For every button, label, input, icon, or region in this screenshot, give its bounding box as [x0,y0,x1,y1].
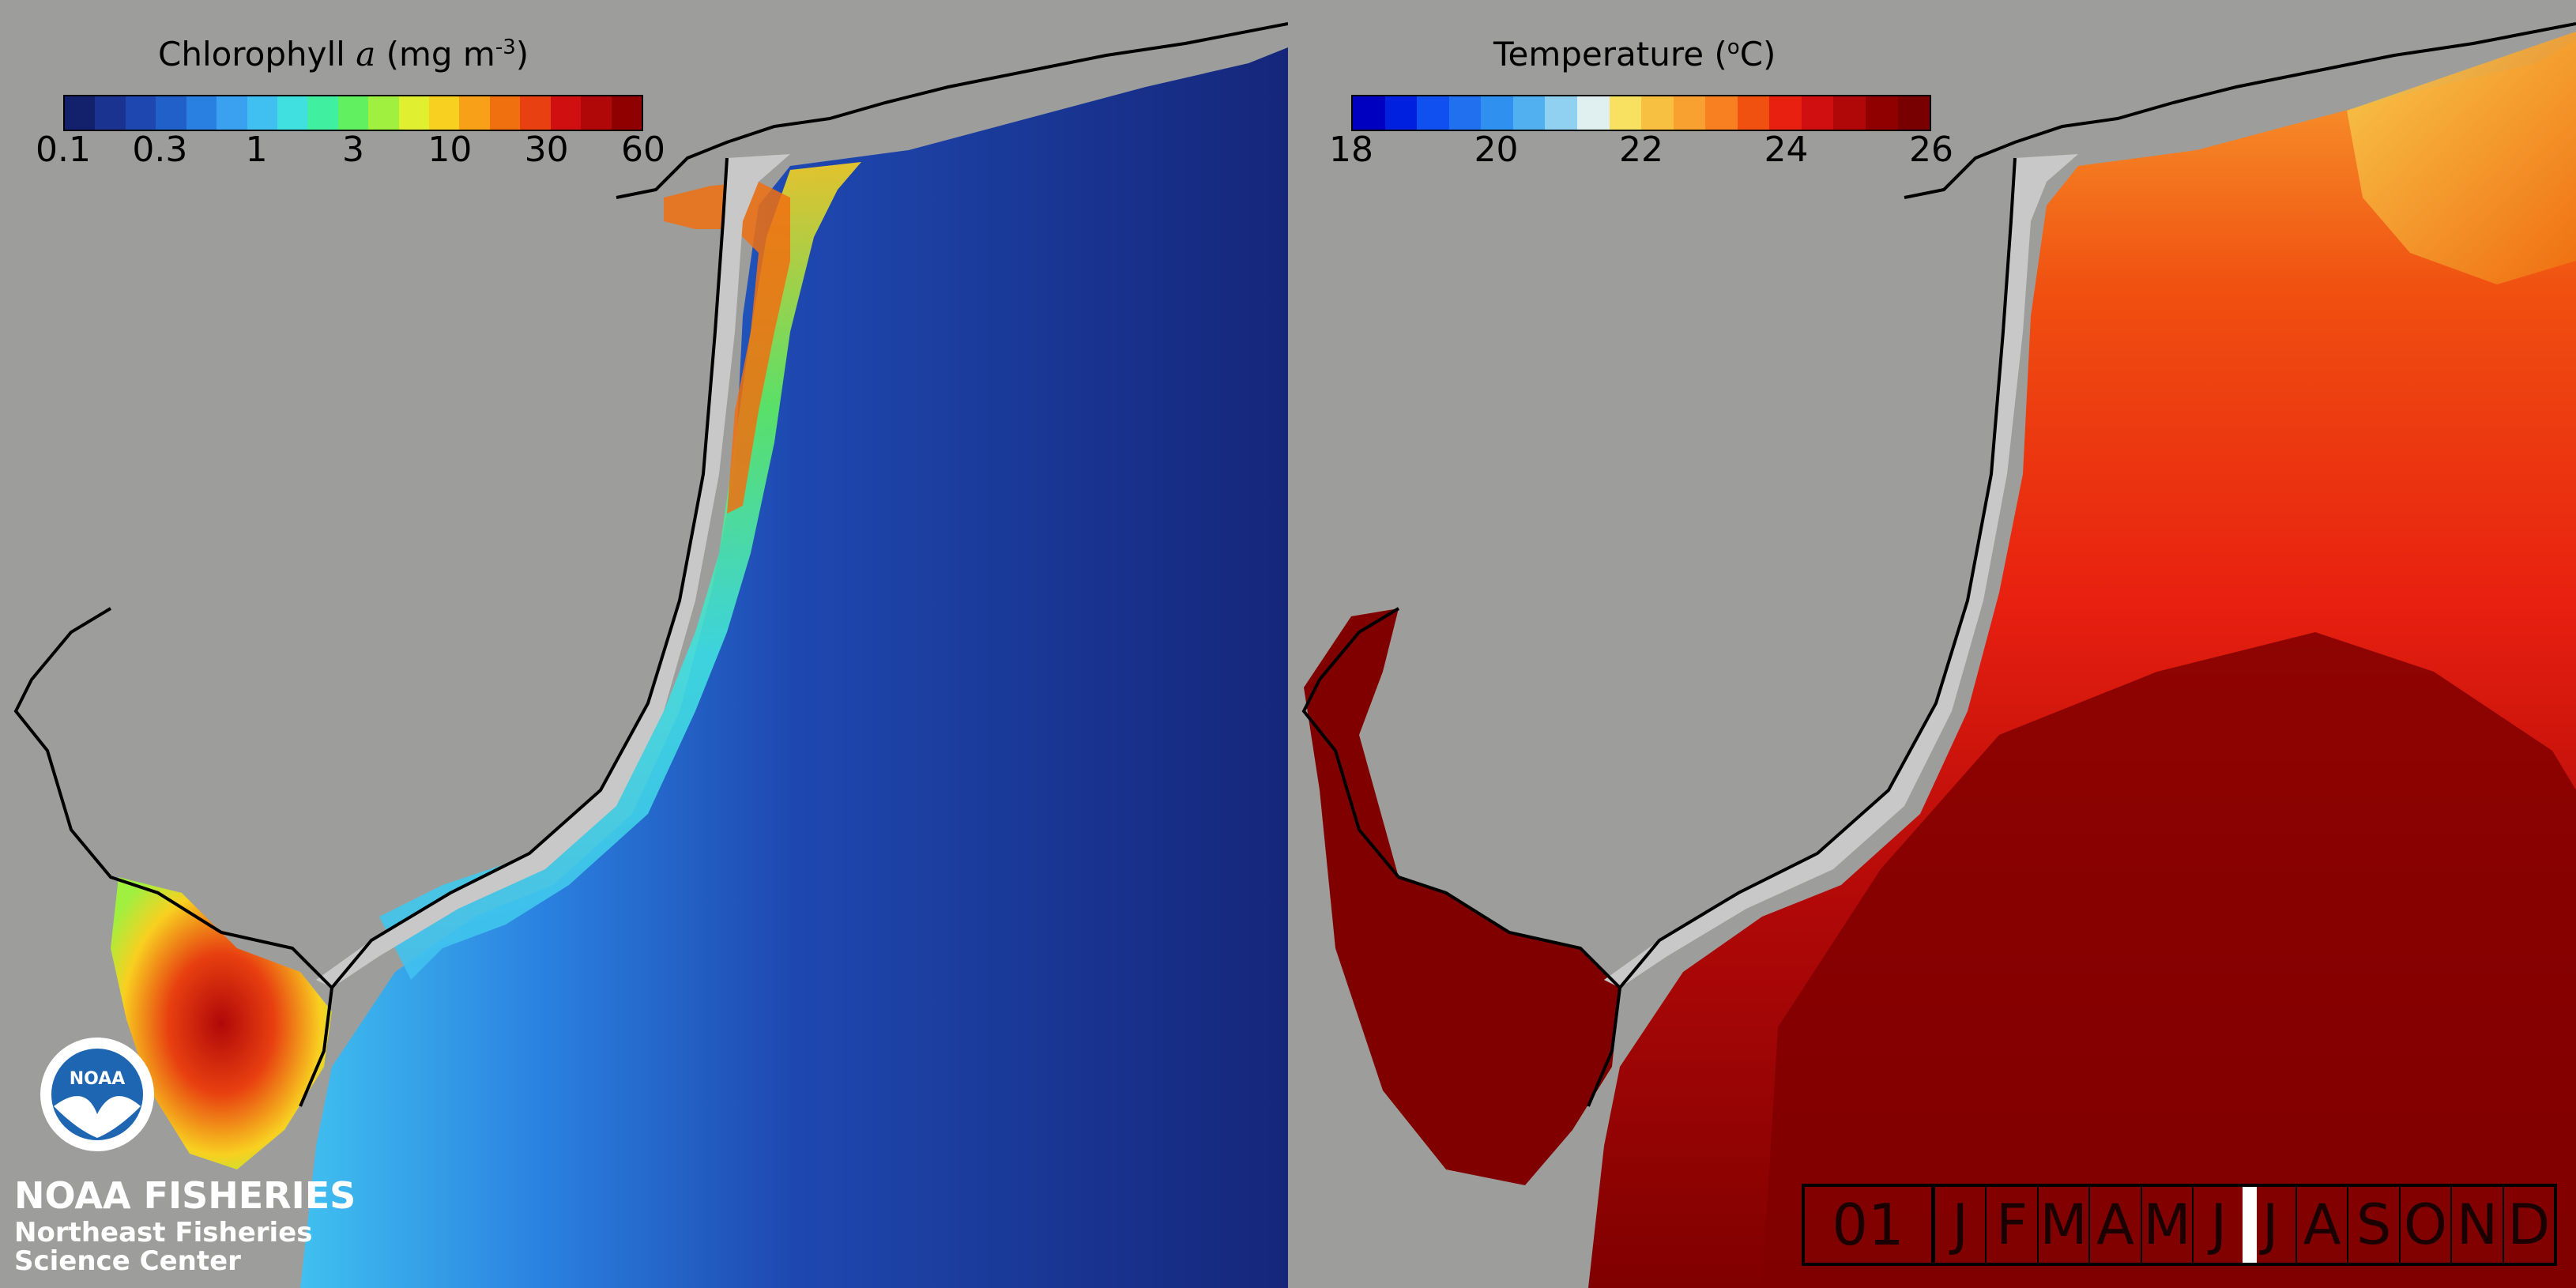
timeline-month: J [1934,1187,1985,1263]
timeline-day-label: 01 [1805,1187,1934,1263]
colorbar-swatch [1641,96,1674,130]
timeline-month: O [2398,1187,2450,1263]
timeline-month: J [2192,1187,2243,1263]
timeline-month: A [2295,1187,2347,1263]
shelf-band [1604,154,2078,988]
timeline-month: D [2502,1187,2554,1263]
colorbar-swatch [1897,96,1930,130]
temp-title-prefix: Temperature ( [1493,35,1727,73]
colorbar-swatch [1609,96,1642,130]
colorbar-swatch [1481,96,1513,130]
noaa-logo-text: NOAA [70,1069,126,1089]
colorbar-swatch [1673,96,1706,130]
coastal-bloom [379,162,861,980]
timeline-month: A [2088,1187,2140,1263]
colorbar-swatch [368,96,399,130]
colorbar-swatch [95,96,126,130]
chl-title-unit: (mg m [375,35,495,73]
colorbar-swatch [1448,96,1482,130]
temperature-map [1288,0,2576,1288]
colorbar-swatch [1512,96,1546,130]
colorbar-tick-label: 30 [524,130,569,170]
ocean-chlorophyll [300,47,1288,1288]
temperature-colorbar-title: Temperature (oC) [1493,35,1776,73]
colorbar-tick-label: 22 [1619,130,1663,170]
chlorophyll-colorbar-title: Chlorophyll a (mg m-3) [158,35,529,73]
colorbar-swatch [1737,96,1770,130]
colorbar-swatch [1576,96,1610,130]
colorbar-tick-label: 18 [1329,130,1373,170]
chlorophyll-colorbar [63,95,643,131]
colorbar-swatch [186,96,217,130]
colorbar-swatch [1705,96,1738,130]
hot-core [1762,632,2576,1288]
colorbar-swatch [247,96,277,130]
colorbar-swatch [581,96,612,130]
chlorophyll-map-panel: Chlorophyll a (mg m-3) 0.1 0.3 1 3 10 30 60 NO… [13,22,1288,1288]
colorbar-tick-label: 0.1 [36,130,91,170]
temperature-map-panel: Temperature (oC) 18 20 22 24 26 [1288,0,2576,1288]
colorbar-swatch [307,96,338,130]
colorbar-swatch [65,96,96,130]
chlorophyll-map [13,22,1288,1288]
colorbar-swatch [1801,96,1834,130]
chl-title-sup: -3 [495,36,516,59]
colorbar-swatch [1384,96,1418,130]
colorbar-tick-label: 10 [427,130,473,170]
timeline-month: N [2450,1187,2502,1263]
ny-bight-bloom [664,182,790,514]
chl-title-italic: a [356,35,376,73]
colorbar-swatch [1353,96,1385,130]
shelf-band [316,154,790,988]
colorbar-tick-label: 0.3 [132,130,188,170]
colorbar-swatch [125,96,156,130]
timeline-month: M [2036,1187,2088,1263]
colorbar-swatch [1769,96,1802,130]
timeline-month: F [1985,1187,2036,1263]
colorbar-tick-label: 20 [1474,130,1519,170]
temp-title-suffix: C) [1739,35,1776,73]
timeline-cursor [2242,1187,2257,1263]
colorbar-swatch [1866,96,1898,130]
colorbar-swatch [398,96,430,130]
chl-title-suffix: ) [515,35,529,73]
delaware-bay-bloom [111,877,332,1169]
timeline-month: S [2347,1187,2398,1263]
delaware-bay-temperature [1304,608,1620,1185]
colorbar-swatch [277,96,308,130]
colorbar-swatch [1833,96,1866,130]
temperature-colorbar [1351,95,1931,131]
noaa-fisheries-title: NOAA FISHERIES [14,1174,356,1217]
colorbar-swatch [1545,96,1577,130]
noaa-subtitle-line1: Northeast Fisheries [14,1217,313,1248]
colorbar-swatch [489,96,521,130]
colorbar-tick-label: 24 [1764,130,1809,170]
temp-title-sup: o [1727,36,1740,59]
colorbar-swatch [429,96,460,130]
chl-title-prefix: Chlorophyll [158,35,356,73]
colorbar-swatch [520,96,551,130]
noaa-logo-icon: NOAA [40,1038,154,1151]
colorbar-swatch [156,96,186,130]
colorbar-tick-label: 60 [621,130,665,170]
colorbar-tick-label: 26 [1909,130,1953,170]
colorbar-swatch [217,96,247,130]
colorbar-tick-label: 1 [245,130,268,170]
colorbar-swatch [337,96,369,130]
coastline [1301,22,2576,1107]
colorbar-swatch [459,96,490,130]
coastline [13,22,1288,1107]
noaa-subtitle-line2: Science Center [14,1245,241,1277]
colorbar-swatch [550,96,582,130]
timeline-month: M [2140,1187,2192,1263]
colorbar-swatch [1417,96,1449,130]
colorbar-tick-label: 3 [342,130,364,170]
northeast-warm-patch [2347,32,2576,284]
colorbar-swatch [611,96,642,130]
